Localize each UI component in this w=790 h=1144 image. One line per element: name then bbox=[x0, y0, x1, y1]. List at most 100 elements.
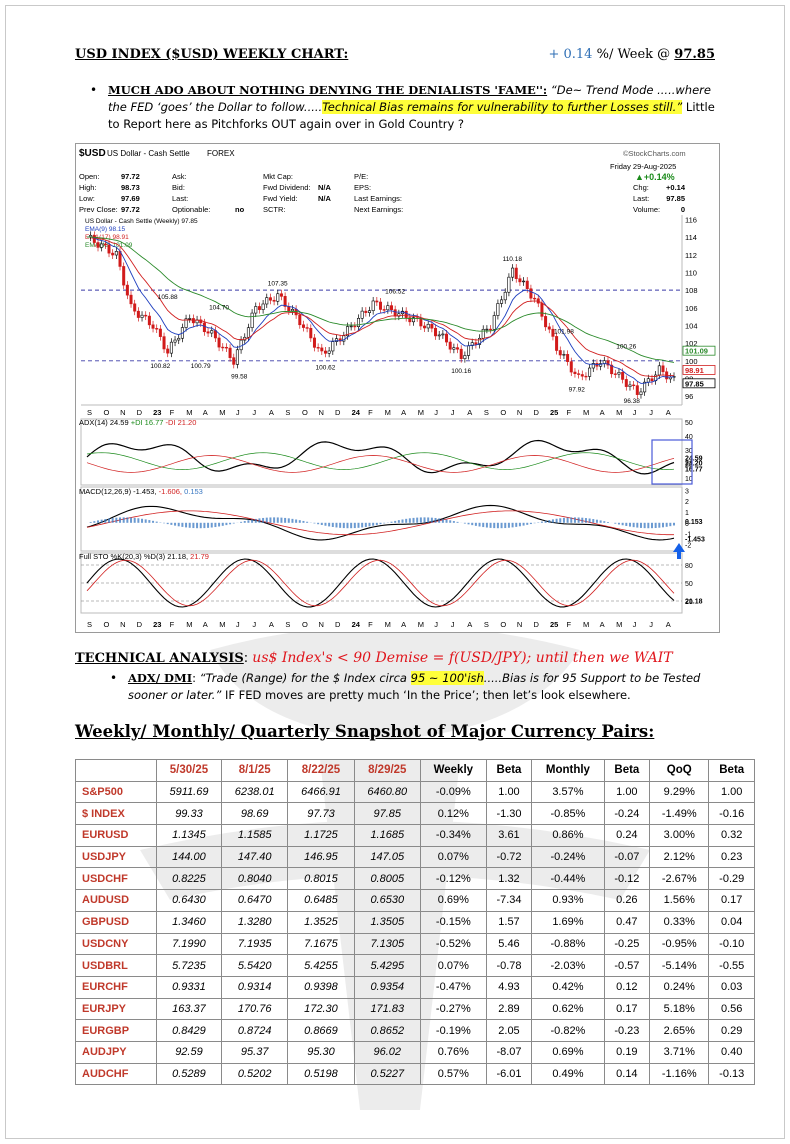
adx-bullet: • ADX/ DMI: “Trade (Range) for the $ Ind… bbox=[110, 670, 728, 704]
macd-bar bbox=[166, 522, 169, 525]
candle bbox=[551, 328, 555, 337]
price-tick: 116 bbox=[685, 215, 697, 224]
macd-bar bbox=[654, 522, 657, 529]
table-cell: 98.69 bbox=[221, 802, 289, 826]
candle bbox=[430, 323, 434, 329]
price-annotation: 100.82 bbox=[150, 363, 170, 370]
x-tick: N bbox=[120, 620, 125, 629]
x-tick: J bbox=[252, 408, 256, 417]
candle bbox=[390, 305, 394, 310]
candle bbox=[298, 314, 302, 326]
candle bbox=[250, 312, 254, 329]
macd-badge: 0.153 bbox=[685, 519, 703, 526]
table-cell: 0.62% bbox=[531, 997, 605, 1021]
quote-label: Optionable: bbox=[172, 205, 210, 214]
column-header bbox=[75, 759, 157, 782]
macd-bar bbox=[471, 522, 474, 526]
table-cell: 0.40 bbox=[708, 1040, 755, 1064]
candle bbox=[639, 391, 643, 395]
candle bbox=[100, 243, 104, 248]
table-cell: -1.30 bbox=[485, 802, 533, 826]
table-cell: 1.00 bbox=[603, 780, 651, 804]
quote-label: EPS: bbox=[354, 183, 371, 192]
table-row: USDCHF 0.8225 0.8040 0.8015 0.8005 -0.12% 1.32… bbox=[75, 867, 755, 891]
macd-bar bbox=[474, 522, 477, 526]
pair-name: AUDJPY bbox=[75, 1040, 157, 1064]
candle bbox=[345, 326, 349, 337]
indicator-tick: -2 bbox=[685, 542, 691, 549]
candle bbox=[610, 364, 614, 375]
candle bbox=[96, 242, 100, 248]
bullet-dot-icon: • bbox=[90, 83, 98, 97]
candle bbox=[290, 308, 294, 312]
table-cell: -0.34% bbox=[419, 824, 487, 847]
macd-bar bbox=[144, 519, 147, 523]
table-cell: -0.55 bbox=[708, 954, 755, 977]
macd-bar bbox=[361, 522, 364, 528]
table-cell: 0.9398 bbox=[287, 975, 355, 999]
macd-bar bbox=[148, 520, 151, 523]
candle bbox=[239, 339, 243, 351]
column-header: Beta bbox=[603, 759, 651, 782]
table-cell: 0.23 bbox=[708, 845, 755, 869]
table-cell: 0.8015 bbox=[287, 867, 355, 891]
table-cell: 3.57% bbox=[531, 780, 605, 804]
candle bbox=[177, 337, 181, 341]
candle bbox=[613, 373, 617, 375]
price-annotation: 96.38 bbox=[624, 398, 641, 405]
candle bbox=[254, 306, 258, 314]
adx-badge: 16.77 bbox=[685, 466, 703, 473]
macd-bar bbox=[210, 522, 213, 528]
candle bbox=[602, 360, 606, 364]
table-cell: 5.18% bbox=[649, 997, 710, 1021]
quote-label: Last: bbox=[172, 194, 188, 203]
candle bbox=[188, 318, 192, 320]
quote-label: Last Earnings: bbox=[354, 194, 402, 203]
macd-bar bbox=[298, 520, 301, 523]
macd-bar bbox=[438, 518, 441, 523]
table-cell: 0.8225 bbox=[155, 867, 223, 891]
candle bbox=[580, 374, 584, 377]
candle bbox=[452, 347, 456, 350]
table-cell: 92.59 bbox=[155, 1040, 223, 1064]
table-cell: 1.1685 bbox=[353, 824, 421, 847]
macd-bar bbox=[397, 520, 400, 523]
intro-plain: Little to Report here as Pitchforks OUT … bbox=[108, 100, 715, 131]
quote-label: Mkt Cap: bbox=[263, 172, 293, 181]
candle bbox=[525, 280, 529, 290]
table-cell: 7.1675 bbox=[287, 932, 355, 956]
table-cell: -0.95% bbox=[649, 932, 710, 956]
macd-bar bbox=[599, 520, 602, 523]
pair-name: USDJPY bbox=[75, 845, 157, 869]
macd-bar bbox=[258, 518, 261, 523]
table-cell: 0.03 bbox=[708, 975, 755, 999]
table-cell: 5.4255 bbox=[287, 954, 355, 977]
column-header: Beta bbox=[485, 759, 533, 782]
column-header: 8/1/25 bbox=[221, 759, 289, 782]
macd-badge: -1.453 bbox=[685, 537, 705, 544]
candle bbox=[496, 303, 500, 316]
quote-label: SCTR: bbox=[263, 205, 286, 214]
table-cell: 5911.69 bbox=[155, 780, 223, 804]
table-cell: 171.83 bbox=[353, 997, 421, 1021]
indicator-line bbox=[86, 439, 675, 475]
macd-bar bbox=[229, 522, 232, 525]
price-panel bbox=[81, 215, 683, 406]
table-cell: 0.56 bbox=[708, 997, 755, 1021]
table-cell: 147.05 bbox=[353, 845, 421, 869]
table-cell: 0.24 bbox=[603, 824, 651, 847]
candle bbox=[514, 267, 518, 279]
sto-badge: 21.18 bbox=[685, 598, 703, 605]
x-tick: O bbox=[500, 408, 506, 417]
table-cell: -7.34 bbox=[485, 889, 533, 912]
x-tick: A bbox=[467, 408, 472, 417]
x-tick: M bbox=[186, 408, 192, 417]
table-cell: 2.05 bbox=[485, 1019, 533, 1042]
table-cell: 0.8005 bbox=[353, 867, 421, 891]
x-tick: O bbox=[104, 620, 110, 629]
macd-bar bbox=[317, 522, 320, 525]
candle bbox=[408, 317, 412, 323]
candle bbox=[555, 336, 559, 351]
table-cell: 1.00 bbox=[485, 780, 533, 804]
table-cell: 9.29% bbox=[649, 780, 710, 804]
